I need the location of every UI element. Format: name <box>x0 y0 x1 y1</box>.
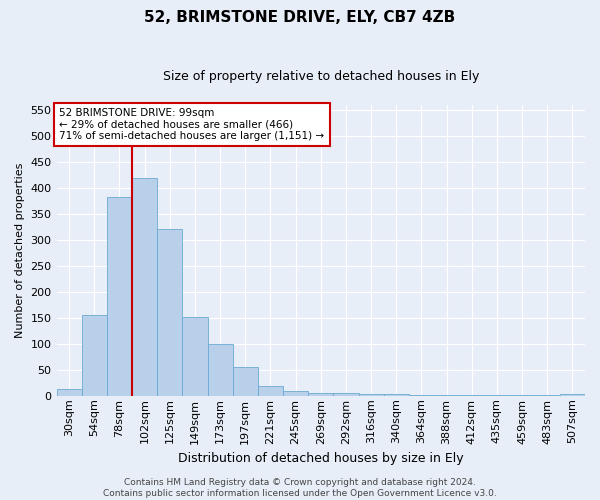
Text: 52 BRIMSTONE DRIVE: 99sqm
← 29% of detached houses are smaller (466)
71% of semi: 52 BRIMSTONE DRIVE: 99sqm ← 29% of detac… <box>59 108 325 141</box>
Bar <box>308 393 334 396</box>
Bar <box>208 344 233 396</box>
Bar <box>107 198 132 396</box>
Bar <box>56 389 82 396</box>
Bar <box>334 393 359 396</box>
Bar <box>459 394 484 396</box>
Bar <box>258 386 283 396</box>
Bar <box>484 394 509 396</box>
Bar <box>182 317 208 396</box>
Y-axis label: Number of detached properties: Number of detached properties <box>15 162 25 338</box>
Text: Contains HM Land Registry data © Crown copyright and database right 2024.
Contai: Contains HM Land Registry data © Crown c… <box>103 478 497 498</box>
Bar <box>233 367 258 396</box>
Bar <box>132 178 157 396</box>
Bar <box>383 394 409 396</box>
Title: Size of property relative to detached houses in Ely: Size of property relative to detached ho… <box>163 70 479 83</box>
Bar <box>409 394 434 396</box>
Bar <box>359 394 383 396</box>
Bar <box>82 316 107 396</box>
Bar <box>157 228 182 396</box>
Text: 52, BRIMSTONE DRIVE, ELY, CB7 4ZB: 52, BRIMSTONE DRIVE, ELY, CB7 4ZB <box>145 10 455 25</box>
Bar <box>535 394 560 396</box>
Bar <box>509 394 535 396</box>
Bar <box>560 394 585 396</box>
X-axis label: Distribution of detached houses by size in Ely: Distribution of detached houses by size … <box>178 452 464 465</box>
Bar <box>434 394 459 396</box>
Bar <box>283 390 308 396</box>
